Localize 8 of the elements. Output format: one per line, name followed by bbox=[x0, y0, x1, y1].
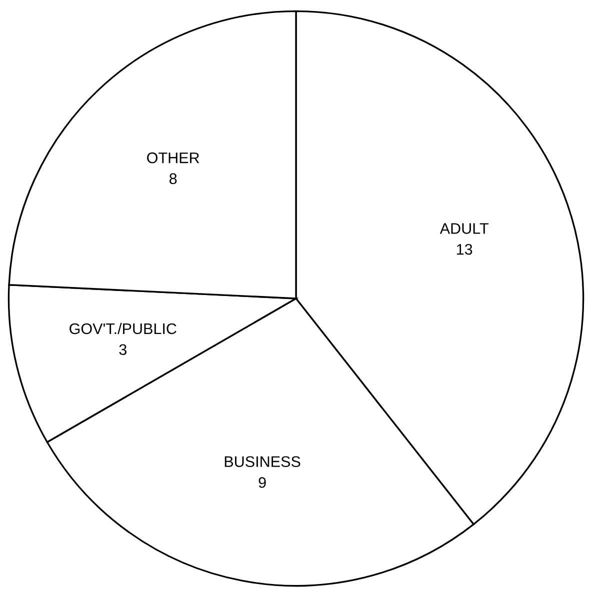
data-label: 9 bbox=[258, 477, 266, 488]
slice-label: OTHER bbox=[147, 152, 200, 164]
slice-label: GOV'T./PUBLIC bbox=[70, 322, 176, 334]
slice-label: ADULT bbox=[440, 223, 488, 234]
slice-label: BUSINESS bbox=[224, 456, 300, 468]
data-label: 13 bbox=[456, 244, 472, 255]
data-label: 8 bbox=[169, 173, 177, 184]
data-label: 3 bbox=[119, 344, 126, 356]
